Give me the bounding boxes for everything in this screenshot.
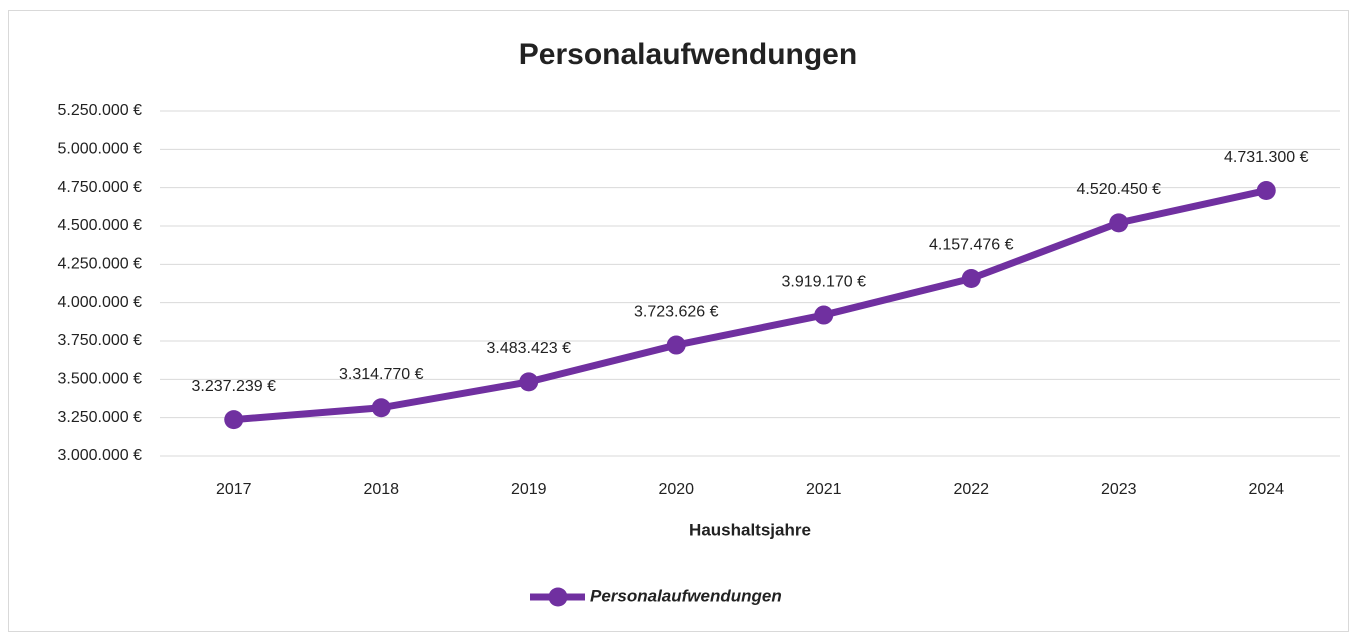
data-label: 4.157.476 € [929,237,1014,254]
y-tick-label: 4.500.000 € [57,217,142,234]
data-point [1256,181,1276,201]
data-point [814,305,834,325]
x-tick-label: 2020 [658,481,694,498]
y-tick-label: 4.750.000 € [57,179,142,196]
y-tick-label: 3.500.000 € [57,371,142,388]
x-tick-label: 2019 [511,481,547,498]
chart-title: Personalaufwendungen [519,38,857,71]
data-point [371,398,391,418]
x-tick-label: 2024 [1248,481,1284,498]
x-tick-label: 2018 [363,481,399,498]
x-tick-label: 2017 [216,481,252,498]
series-line [233,187,1267,424]
x-axis-label: Haushaltsjahre [689,520,811,539]
legend-marker [548,587,568,607]
data-label: 3.483.423 € [486,340,571,357]
data-point [224,410,244,430]
y-tick-label: 3.000.000 € [57,447,142,464]
y-tick-label: 3.750.000 € [57,332,142,349]
data-point [961,269,981,289]
data-label: 3.237.239 € [191,378,276,395]
x-tick-label: 2023 [1101,481,1137,498]
x-tick-label: 2022 [953,481,989,498]
y-tick-label: 4.000.000 € [57,294,142,311]
data-label: 3.919.170 € [781,273,866,290]
data-label: 3.723.626 € [634,303,719,320]
y-tick-label: 5.250.000 € [57,102,142,119]
y-tick-label: 4.250.000 € [57,256,142,273]
y-tick-label: 3.250.000 € [57,409,142,426]
legend-label: Personalaufwendungen [590,586,782,605]
chart-frame [8,10,1349,632]
data-label: 4.731.300 € [1224,149,1309,166]
data-point [1109,213,1129,233]
data-label: 3.314.770 € [339,366,424,383]
data-point [519,372,539,392]
x-tick-label: 2021 [806,481,842,498]
data-label: 4.520.450 € [1076,181,1161,198]
y-tick-label: 5.000.000 € [57,141,142,158]
data-point [666,335,686,355]
